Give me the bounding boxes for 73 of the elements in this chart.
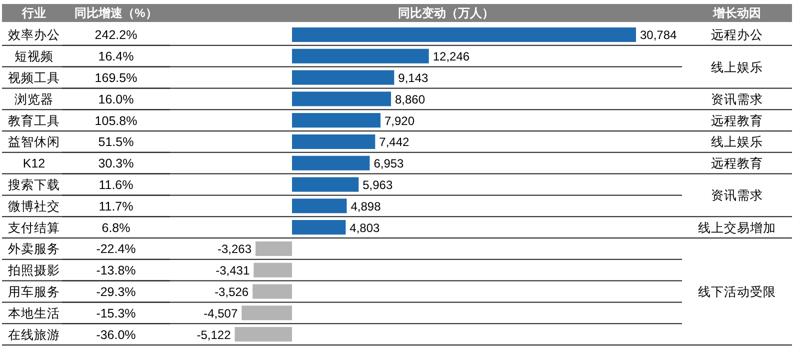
category-label: 51.5% xyxy=(98,135,134,150)
data-label: 6,953 xyxy=(374,156,404,171)
category-label: 105.8% xyxy=(94,114,138,128)
data-label: -3,526 xyxy=(214,285,249,299)
data-label: -4,507 xyxy=(204,306,238,320)
category-label: -15.3% xyxy=(96,306,136,320)
category-label: 资讯需求 xyxy=(711,92,763,106)
data-label: -3,431 xyxy=(216,264,250,278)
y-tick-label: 用车服务 xyxy=(8,285,60,299)
bar xyxy=(234,327,292,342)
y-tick-label: 短视频 xyxy=(14,50,54,64)
category-label: -29.3% xyxy=(96,285,136,299)
text: 同比增速（%） xyxy=(74,6,158,20)
category-label: -22.4% xyxy=(96,242,136,256)
category-label: 16.4% xyxy=(98,50,134,64)
data-label: 12,246 xyxy=(432,50,470,64)
data-label: 4,803 xyxy=(350,220,380,235)
category-label: 线上娱乐 xyxy=(711,135,763,150)
category-label: 11.6% xyxy=(98,178,134,192)
bar xyxy=(292,70,394,85)
bar xyxy=(292,113,381,128)
category-label: -36.0% xyxy=(96,328,136,342)
category-label: 线上交易增加 xyxy=(698,220,776,235)
category-label: 线上娱乐 xyxy=(711,60,763,74)
category-label: 11.7% xyxy=(98,199,134,214)
y-tick-label: 在线旅游 xyxy=(8,328,60,342)
category-label: 远程教育 xyxy=(711,156,763,171)
y-tick-label: 外卖服务 xyxy=(8,242,60,256)
y-tick-label: 效率办公 xyxy=(8,27,60,42)
bar xyxy=(292,48,429,64)
y-tick-label: 教育工具 xyxy=(8,112,60,128)
data-label: 7,920 xyxy=(384,114,415,128)
data-label: 4,898 xyxy=(350,199,382,214)
data-label: -3,263 xyxy=(218,242,252,256)
category-label: -13.8% xyxy=(96,264,136,278)
data-label: 30,784 xyxy=(640,28,678,42)
bar xyxy=(292,134,376,149)
data-label: 8,860 xyxy=(395,92,426,106)
bar xyxy=(292,27,636,42)
y-tick-label: 益智休闲 xyxy=(8,135,60,150)
y-tick-label: 微博社交 xyxy=(8,198,60,214)
category-label: 资讯需求 xyxy=(711,188,763,203)
data-label: 5,963 xyxy=(362,178,393,192)
y-tick-label: K12 xyxy=(22,156,46,171)
data-label: 9,143 xyxy=(398,71,429,85)
category-label: 线下活动受限 xyxy=(698,285,776,299)
category-label: 6.8% xyxy=(102,220,130,235)
chart-title: 同比变动（万人） xyxy=(398,6,494,20)
y-tick-label: 视频工具 xyxy=(8,71,60,85)
category-label: 16.0% xyxy=(98,92,134,106)
y-tick-label: 支付结算 xyxy=(8,220,60,235)
data-label: -5,122 xyxy=(196,328,232,342)
bar xyxy=(292,220,346,235)
bar xyxy=(292,92,392,106)
category-label: 远程教育 xyxy=(711,112,763,128)
y-tick-label: 浏览器 xyxy=(14,92,54,106)
category-label: 169.5% xyxy=(94,71,138,85)
y-axis-title: 行业 xyxy=(21,6,46,20)
bar xyxy=(242,306,292,320)
y-tick-label: 本地生活 xyxy=(8,306,60,320)
category-label: 30.3% xyxy=(98,156,134,171)
bar xyxy=(292,177,359,192)
text: 增长动因 xyxy=(712,6,761,20)
y-tick-label: 搜索下载 xyxy=(8,178,60,192)
bar xyxy=(292,198,347,214)
category-label: 242.2% xyxy=(94,28,138,42)
category-label: 远程办公 xyxy=(711,28,763,42)
data-label: 7,442 xyxy=(379,135,410,150)
bar xyxy=(252,284,292,299)
bar xyxy=(292,156,370,170)
bar xyxy=(256,241,292,256)
bar xyxy=(254,262,292,278)
y-tick-label: 拍照摄影 xyxy=(7,264,60,278)
